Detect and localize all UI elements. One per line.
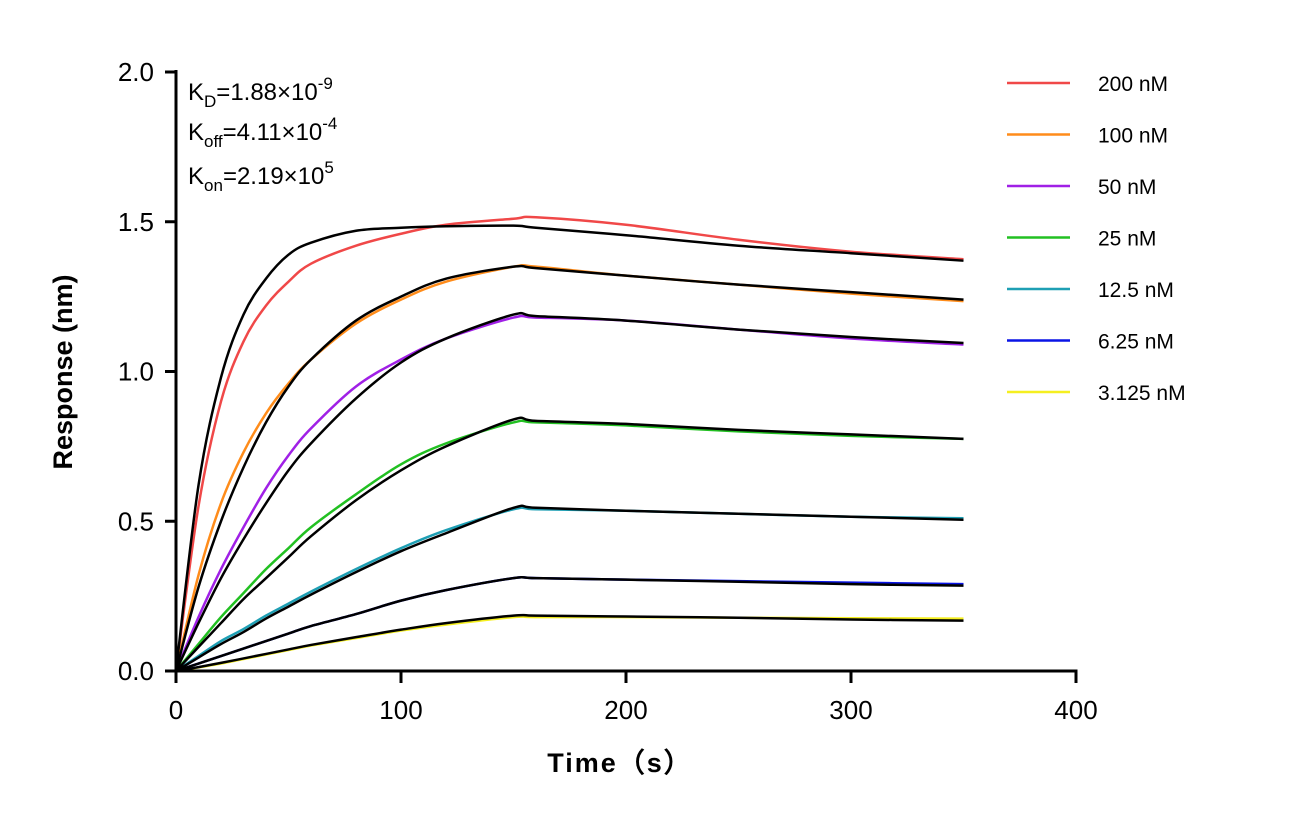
fit-line-0 <box>174 224 964 672</box>
kon-annotation: Kon=2.19×105 <box>188 158 334 195</box>
series-line-4 <box>175 506 964 673</box>
legend-label: 100 nM <box>1098 125 1168 148</box>
series-line-5 <box>175 575 964 673</box>
legend-label: 200 nM <box>1098 73 1168 96</box>
legend-label: 6.25 nM <box>1098 331 1174 354</box>
fit-line-3 <box>175 416 964 672</box>
x-tick-label: 400 <box>1054 695 1097 725</box>
fit-line-4 <box>175 504 964 673</box>
legend: 200 nM 100 nM 50 nM 25 nM 12.5 nM 6.25 nM 3.12… <box>1007 73 1186 405</box>
fit-line-1 <box>174 264 964 672</box>
plot-area <box>174 215 964 673</box>
y-axis-label: Response (nm) <box>48 274 78 469</box>
legend-label: 3.125 nM <box>1098 382 1186 405</box>
legend-label: 25 nM <box>1098 228 1156 251</box>
kinetics-annotation: KD=1.88×10-9 Koff=4.11×10-4 Kon=2.19×105 <box>188 74 337 195</box>
axes: 0.0 0.5 1.0 1.5 2.0 0 100 200 300 400 <box>118 57 1098 725</box>
x-tick-label: 300 <box>829 695 872 725</box>
y-tick-label: 1.5 <box>118 207 154 237</box>
y-tick-label: 2.0 <box>118 57 154 87</box>
fit-line-5 <box>175 575 964 673</box>
fit-line-2 <box>174 311 964 672</box>
legend-label: 50 nM <box>1098 176 1156 199</box>
koff-annotation: Koff=4.11×10-4 <box>188 114 337 151</box>
series-line-6 <box>175 615 964 673</box>
series-line-3 <box>175 419 964 672</box>
kd-annotation: KD=1.88×10-9 <box>188 74 333 111</box>
x-tick-label: 200 <box>604 695 647 725</box>
x-axis-label: Time（s） <box>547 748 693 778</box>
x-tick-label: 100 <box>379 695 422 725</box>
y-tick-label: 0.5 <box>118 506 154 536</box>
series-line-0 <box>174 215 964 672</box>
y-tick-label: 1.0 <box>118 357 154 387</box>
legend-label: 12.5 nM <box>1098 279 1174 302</box>
x-tick-label: 0 <box>169 695 183 725</box>
y-tick-label: 0.0 <box>118 656 154 686</box>
fit-line-6 <box>175 613 964 673</box>
series-line-1 <box>174 263 964 672</box>
